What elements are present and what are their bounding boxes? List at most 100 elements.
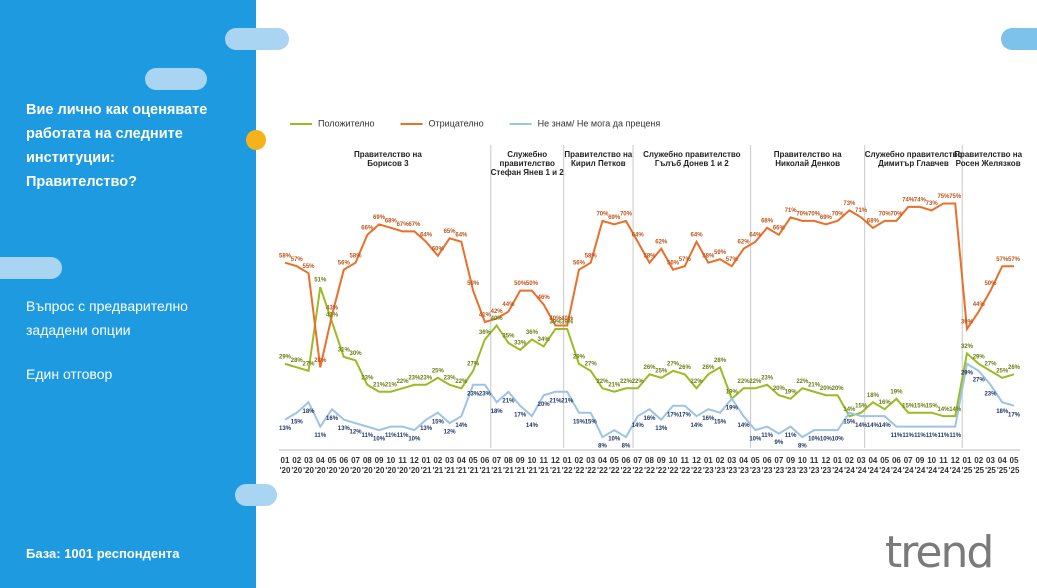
data-label: 15%	[843, 419, 856, 425]
x-tick-label: '23	[703, 466, 714, 475]
x-tick-label: '24	[915, 466, 926, 475]
data-label: 56%	[573, 260, 586, 266]
x-tick-label: '25	[1009, 466, 1020, 475]
x-tick-label: '20	[303, 466, 314, 475]
data-label: 70%	[808, 211, 821, 217]
data-label: 14%	[867, 423, 880, 429]
data-label: 21%	[561, 398, 574, 404]
x-tick-label: '21	[421, 466, 432, 475]
x-tick-label: 02	[433, 456, 442, 465]
x-tick-label: '24	[938, 466, 949, 475]
data-label: 10%	[608, 437, 621, 443]
data-label: 56%	[667, 260, 680, 266]
x-tick-label: '22	[632, 466, 643, 475]
x-tick-label: 10	[386, 456, 395, 465]
x-tick-label: 03	[445, 456, 454, 465]
x-tick-label: 01	[963, 456, 972, 465]
x-tick-label: 04	[868, 456, 877, 465]
x-tick-label: 04	[598, 456, 607, 465]
data-label: 30%	[350, 351, 363, 357]
data-label: 10%	[408, 437, 421, 443]
data-label: 14%	[855, 423, 868, 429]
data-label: 15%	[432, 419, 445, 425]
x-tick-label: '22	[644, 466, 655, 475]
data-label: 15%	[573, 419, 586, 425]
x-tick-label: '22	[621, 466, 632, 475]
x-tick-label: '22	[597, 466, 608, 475]
x-tick-label: 06	[892, 456, 901, 465]
period-label: Димитър Главчев	[878, 159, 949, 168]
data-label: 50%	[984, 281, 997, 287]
period-label: Борисов 3	[367, 159, 409, 168]
x-tick-label: 06	[480, 456, 489, 465]
data-label: 22%	[596, 379, 609, 385]
data-label: 11%	[397, 433, 409, 439]
data-label: 64%	[749, 232, 762, 238]
data-label: 75%	[937, 194, 950, 200]
data-label: 29%	[973, 354, 986, 360]
data-label: 73%	[926, 201, 939, 207]
period-label: Кирил Петков	[571, 159, 626, 168]
data-label: 68%	[385, 218, 398, 224]
data-label: 27%	[585, 361, 598, 367]
data-label: 58%	[279, 253, 292, 259]
data-label: 15%	[914, 403, 927, 409]
data-label: 14%	[632, 423, 645, 429]
x-tick-label: 10	[798, 456, 807, 465]
data-label: 59%	[714, 250, 727, 256]
data-label: 21%	[608, 382, 621, 388]
x-tick-label: '22	[656, 466, 667, 475]
note: Един отговор	[26, 366, 113, 382]
data-label: 66%	[361, 225, 374, 231]
period-label: Стефан Янев 1 и 2	[491, 168, 565, 177]
data-label: 11%	[761, 433, 773, 439]
x-tick-label: '20	[409, 466, 420, 475]
data-label: 22%	[796, 379, 809, 385]
data-label: 12%	[444, 430, 457, 436]
x-tick-label: 12	[410, 456, 419, 465]
data-label: 64%	[420, 232, 433, 238]
data-label: 68%	[761, 218, 774, 224]
x-tick-label: '24	[867, 466, 878, 475]
decor	[225, 28, 289, 50]
x-tick-label: '24	[903, 466, 914, 475]
data-label: 26%	[702, 365, 715, 371]
x-tick-label: 11	[681, 456, 690, 465]
data-label: 26%	[1008, 365, 1021, 371]
data-label: 19%	[726, 405, 739, 411]
data-label: 23%	[467, 391, 480, 397]
data-label: 39%	[561, 320, 574, 326]
period-label: Гълъб Донев 1 и 2	[655, 159, 729, 168]
x-tick-label: '25	[985, 466, 996, 475]
data-label: 14%	[949, 407, 962, 413]
data-label: 74%	[902, 198, 915, 204]
data-label: 16%	[879, 400, 892, 406]
x-tick-label: '23	[762, 466, 773, 475]
data-label: 65%	[444, 229, 457, 235]
decor	[0, 257, 62, 279]
x-tick-label: 07	[492, 456, 501, 465]
data-label: 11%	[785, 433, 797, 439]
x-tick-label: '21	[479, 466, 490, 475]
data-label: 70%	[879, 211, 892, 217]
data-label: 15%	[585, 419, 598, 425]
x-tick-label: 05	[1010, 456, 1019, 465]
data-label: 23%	[479, 391, 492, 397]
data-label: 33%	[514, 340, 527, 346]
data-label: 23%	[361, 375, 374, 381]
data-label: 8%	[798, 444, 807, 450]
x-tick-label: 01	[704, 456, 713, 465]
x-tick-label: '25	[973, 466, 984, 475]
data-label: 58%	[702, 253, 715, 259]
data-label: 58%	[350, 253, 363, 259]
data-label: 39%	[549, 320, 562, 326]
data-label: 57%	[726, 257, 739, 263]
x-tick-label: '21	[491, 466, 502, 475]
x-tick-label: 02	[292, 456, 301, 465]
data-label: 58%	[585, 253, 598, 259]
data-label: 32%	[961, 344, 974, 350]
data-label: 50%	[467, 281, 480, 287]
data-label: 28%	[291, 358, 304, 364]
data-label: 70%	[832, 211, 845, 217]
data-label: 67%	[397, 222, 410, 228]
